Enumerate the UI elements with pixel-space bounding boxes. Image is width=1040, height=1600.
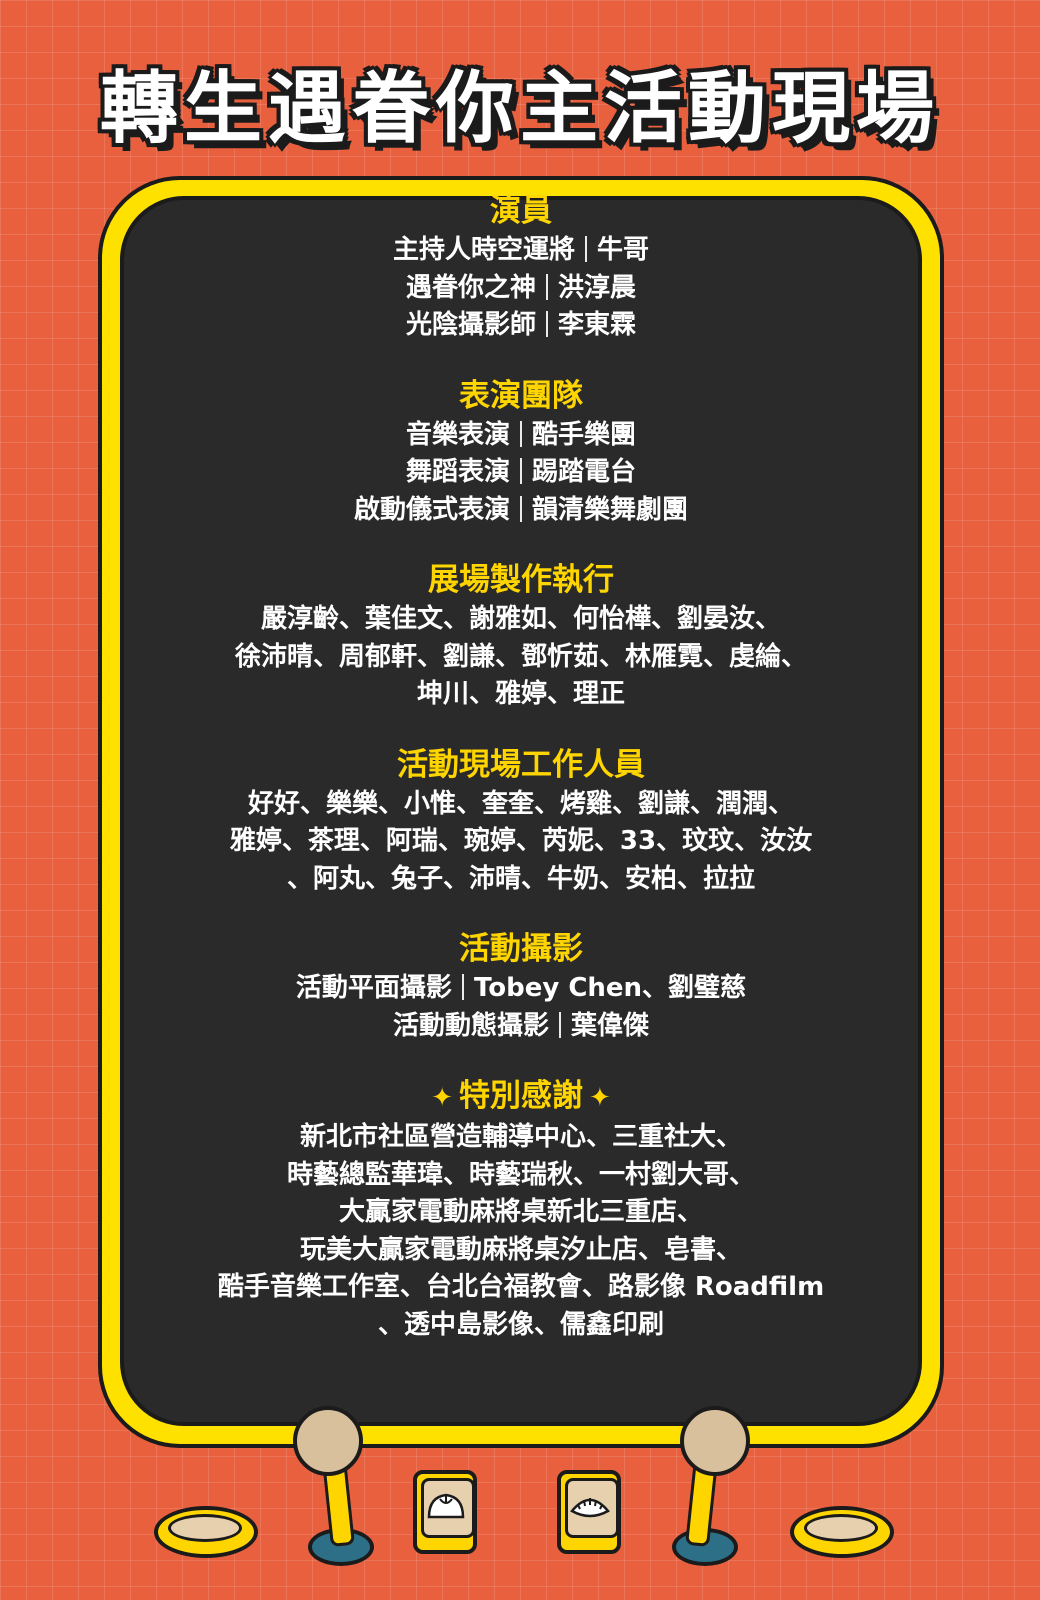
person: 洪淳晨 [558,272,637,303]
names-line: 雅婷、茶理、阿瑞、琬婷、芮妮、33、玟玟、汝汝 [229,826,813,856]
role: 活動平面攝影 [295,973,452,1003]
credit-line: 活動動態攝影 葉偉傑 [130,1008,912,1046]
credit-line: 音樂表演 酷手樂團 [130,417,912,455]
divider [559,1011,561,1038]
button-pad-icon [790,1506,894,1558]
dumpling-icon [570,1498,610,1518]
credits-content: 演員 主持人時空運將 牛哥 遇眷你之神 洪淳晨 光陰攝影師 李東霖 表演團隊 音樂表演… [130,192,912,1376]
section-heading: 活動攝影 [459,931,583,967]
names-line: 徐沛晴、周郁軒、劉謙、鄧忻茹、林雁霓、虔綸、 [234,641,807,672]
bun-tile-icon [413,1470,477,1554]
person: 酷手樂團 [532,419,637,450]
tile-face [565,1478,619,1538]
names-line: 大贏家電動麻將桌新北三重店、 [338,1197,703,1227]
names-line: 好好、樂樂、小惟、奎奎、烤雞、劉謙、潤潤、 [247,788,794,819]
joystick-icon [680,1406,750,1476]
role: 啟動儀式表演 [353,494,510,525]
role: 活動動態攝影 [392,1010,549,1041]
names-line: 玩美大贏家電動麻將桌汐止店、皂書、 [299,1234,742,1265]
joystick-icon [293,1406,363,1476]
divider [520,495,522,522]
role: 主持人時空運將 [392,235,575,265]
credit-line: 光陰攝影師 李東霖 [130,307,912,345]
role: 舞蹈表演 [405,457,510,487]
pad-top [804,1514,878,1542]
section-exhibition-production: 展場製作執行 嚴淳齡、葉佳文、謝雅如、何怡樺、劉晏汝、 徐沛晴、周郁軒、劉謙、鄧… [130,561,912,714]
section-heading: 活動現場工作人員 [397,746,645,783]
section-actors: 演員 主持人時空運將 牛哥 遇眷你之神 洪淳晨 光陰攝影師 李東霖 [130,192,912,345]
names-line: 嚴淳齡、葉佳文、謝雅如、何怡樺、劉晏汝、 [260,604,781,634]
section-heading: ✦ 特別感謝 ✦ [130,1077,912,1117]
button-pad-icon [154,1506,258,1558]
tile-face [421,1478,475,1538]
names-line: 新北市社區營造輔導中心、三重社大、 [299,1122,742,1152]
bun-icon [427,1493,465,1519]
role: 遇眷你之神 [405,272,536,303]
role: 光陰攝影師 [405,310,536,340]
section-special-thanks: ✦ 特別感謝 ✦ 新北市社區營造輔導中心、三重社大、 時藝總監華瑋、時藝瑞秋、一村劉… [130,1077,912,1344]
page-title: 轉生遇眷你主活動現場 [99,64,940,154]
divider [585,236,587,262]
pad-top [168,1514,242,1542]
credit-line: 啟動儀式表演 韻清樂舞劇團 [130,492,912,530]
person: 韻清樂舞劇團 [532,494,689,525]
divider [520,458,522,484]
person: 踢踏電台 [532,457,637,487]
role: 音樂表演 [405,419,510,450]
names-line: 、透中島影像、儒鑫印刷 [377,1309,664,1340]
names-line: 坤川、雅婷、理正 [416,679,625,709]
divider [546,311,548,337]
section-performers: 表演團隊 音樂表演 酷手樂團 舞蹈表演 踢踏電台 啟動儀式表演 韻清樂舞劇團 [130,377,912,530]
person: Tobey Chen、劉璧慈 [473,973,747,1003]
divider [546,273,548,300]
credit-line: 主持人時空運將 牛哥 [130,232,912,270]
section-heading: 演員 [490,193,552,229]
credit-line: 舞蹈表演 踢踏電台 [130,454,912,492]
credit-line: 活動平面攝影 Tobey Chen、劉璧慈 [130,970,912,1008]
names-line: 、阿丸、兔子、沛晴、牛奶、安柏、拉拉 [286,863,755,894]
person: 牛哥 [597,235,650,265]
section-heading: 表演團隊 [459,377,583,414]
dumpling-tile-icon [557,1470,621,1554]
section-heading: 展場製作執行 [428,562,614,598]
names-line: 時藝總監華瑋、時藝瑞秋、一村劉大哥、 [286,1159,755,1190]
section-photography: 活動攝影 活動平面攝影 Tobey Chen、劉璧慈 活動動態攝影 葉偉傑 [130,930,912,1045]
credits-screen [120,196,922,1426]
person: 葉偉傑 [571,1010,650,1041]
names-line: 酷手音樂工作室、台北台福教會、路影像 Roadfilm [217,1272,825,1302]
sparkle-icon: ✦ [589,1083,611,1113]
credit-line: 遇眷你之神 洪淳晨 [130,270,912,308]
divider [461,974,464,1000]
divider [520,420,522,447]
section-event-staff: 活動現場工作人員 好好、樂樂、小惟、奎奎、烤雞、劉謙、潤潤、 雅婷、茶理、阿瑞、… [130,746,912,899]
heading-text: 特別感謝 [459,1078,583,1114]
sparkle-icon: ✦ [431,1083,453,1113]
person: 李東霖 [558,310,637,340]
